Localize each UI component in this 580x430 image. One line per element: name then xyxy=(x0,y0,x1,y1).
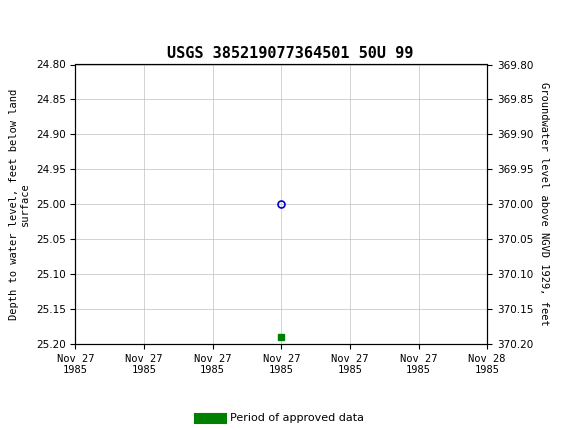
Legend: Period of approved data: Period of approved data xyxy=(194,409,368,428)
Y-axis label: Groundwater level above NGVD 1929, feet: Groundwater level above NGVD 1929, feet xyxy=(539,83,549,326)
Text: USGS: USGS xyxy=(75,13,122,32)
Text: USGS 385219077364501 50U 99: USGS 385219077364501 50U 99 xyxy=(167,46,413,61)
Y-axis label: Depth to water level, feet below land
surface: Depth to water level, feet below land su… xyxy=(9,89,30,320)
